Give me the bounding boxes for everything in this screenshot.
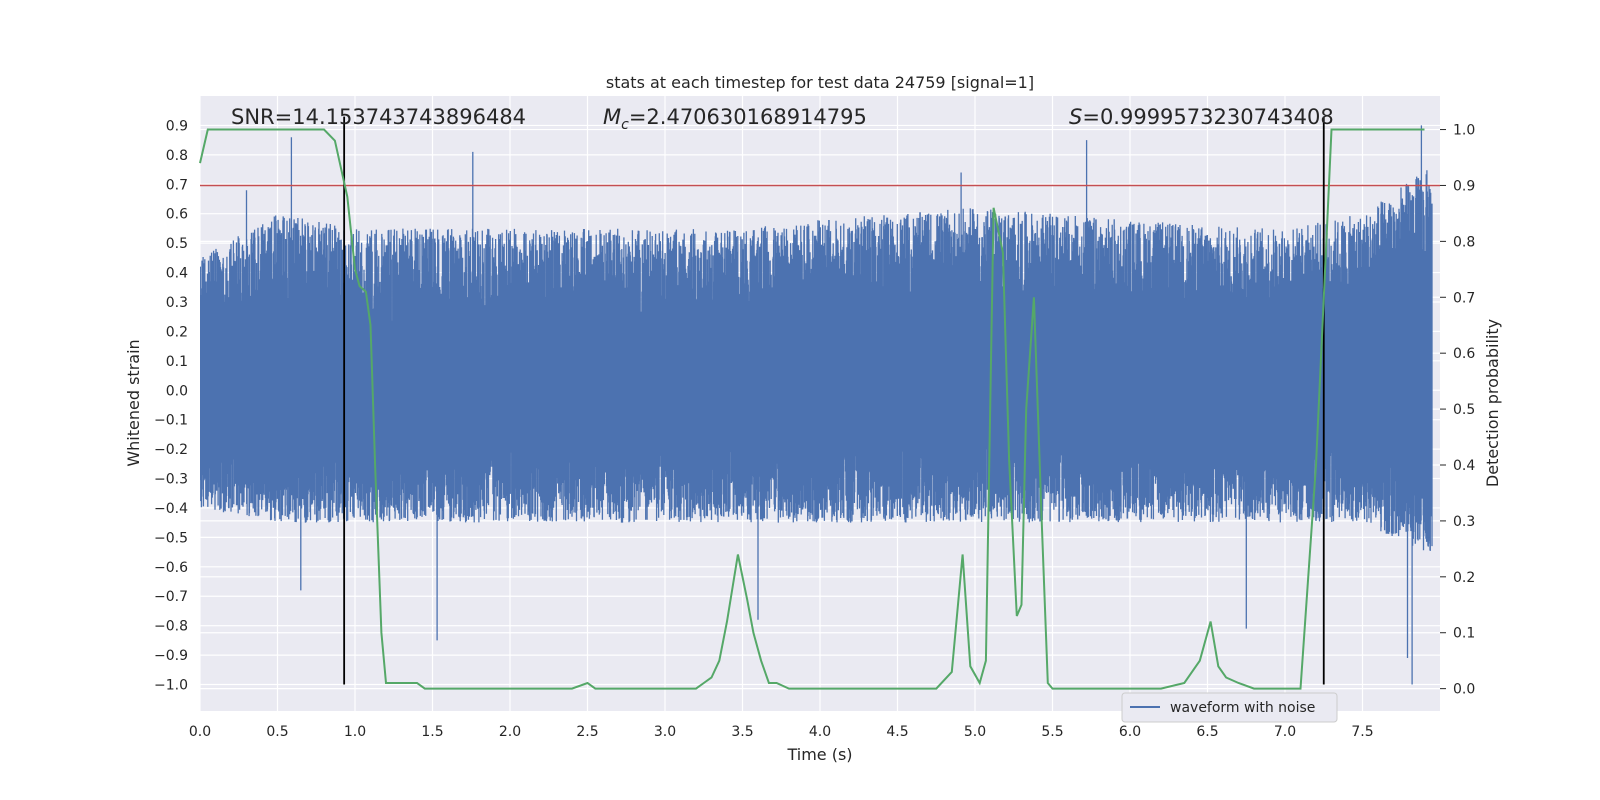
waveform-series (200, 125, 1433, 685)
vertical-markers (343, 116, 1325, 685)
x-tick-label: 5.0 (964, 724, 986, 740)
y-tick-label: 0.2 (166, 324, 188, 340)
y-tick-label: 0.0 (166, 383, 188, 399)
x-tick-label: 4.0 (809, 724, 831, 740)
x-tick-label: 0.5 (266, 724, 288, 740)
y-tick-label: −0.6 (154, 560, 188, 576)
y2-tick-label: 0.7 (1453, 290, 1475, 306)
snr-annotation: SNR=14.153743743896484 (231, 105, 526, 129)
y-tick-label: −0.5 (154, 530, 188, 546)
chirp-mass-value: =2.470630168914795 (629, 105, 867, 129)
x-tick-label: 7.5 (1351, 724, 1373, 740)
chart-title: stats at each timestep for test data 247… (606, 73, 1034, 92)
x-tick-label: 5.5 (1041, 724, 1063, 740)
x-tick-label: 2.5 (576, 724, 598, 740)
y-tick-label: 0.8 (166, 148, 188, 164)
score-value: =0.9999573230743408 (1082, 105, 1333, 129)
x-tick-labels: 0.0 0.5 1.0 1.5 2.0 2.5 3.0 3.5 4.0 4.5 5.0 5.5 6.0 6… (189, 724, 1374, 740)
legend: waveform with noise (1121, 692, 1338, 723)
y-tick-label: 0.4 (166, 266, 188, 282)
y2-tick-label: 0.5 (1453, 402, 1475, 418)
y-tick-label: −0.4 (154, 501, 188, 517)
y2-tick-labels: 1.0 0.9 0.8 0.7 0.6 0.5 0.4 0.3 0.2 0.1 0.0 (1440, 123, 1475, 698)
y-tick-label: 0.9 (166, 118, 188, 134)
x-tick-label: 7.0 (1274, 724, 1296, 740)
y2-tick-label: 0.6 (1453, 346, 1475, 362)
legend-label-waveform: waveform with noise (1170, 700, 1315, 716)
y2-tick-label: 0.4 (1453, 458, 1475, 474)
y2-axis-label: Detection probability (1483, 319, 1502, 487)
y-tick-label: 0.5 (166, 236, 188, 252)
y2-tick-label: 0.9 (1453, 178, 1475, 194)
score-annotation: S=0.9999573230743408 (1069, 105, 1334, 129)
chirp-mass-symbol: M (603, 105, 621, 129)
y-tick-label: 0.3 (166, 295, 188, 311)
legend-box (1121, 692, 1338, 723)
y-tick-label: −0.9 (154, 648, 188, 664)
chirp-mass-subscript: c (621, 117, 629, 133)
x-tick-label: 6.5 (1196, 724, 1218, 740)
y2-tick-label: 1.0 (1453, 123, 1475, 139)
y2-tick-label: 0.1 (1453, 626, 1475, 642)
y2-tick-label: 0.2 (1453, 570, 1475, 586)
waveform-trace (200, 125, 1433, 685)
y-tick-label: −0.2 (154, 442, 188, 458)
x-tick-label: 4.5 (886, 724, 908, 740)
y-tick-label: −0.1 (154, 413, 188, 429)
x-tick-label: 2.0 (499, 724, 521, 740)
y-tick-label: 0.1 (166, 354, 188, 370)
y-tick-label: −0.8 (154, 619, 188, 635)
y-tick-label: 0.6 (166, 207, 188, 223)
score-symbol: S (1069, 105, 1082, 129)
x-tick-label: 3.5 (731, 724, 753, 740)
y2-tick-label: 0.0 (1453, 682, 1475, 698)
x-tick-label: 0.0 (189, 724, 211, 740)
x-tick-label: 3.0 (654, 724, 676, 740)
x-axis-label: Time (s) (786, 745, 852, 764)
x-tick-label: 1.5 (421, 724, 443, 740)
y-tick-labels: 0.9 0.8 0.7 0.6 0.5 0.4 0.3 0.2 0.1 0.0 −0.1 −0.2 −0… (154, 118, 188, 693)
y-tick-label: 0.7 (166, 177, 188, 193)
x-tick-label: 6.0 (1119, 724, 1141, 740)
chirp-mass-annotation: Mc=2.470630168914795 (603, 105, 867, 133)
y2-tick-label: 0.8 (1453, 234, 1475, 250)
detection-probability-line (199, 128, 1425, 690)
y-tick-label: −0.7 (154, 589, 188, 605)
x-tick-label: 1.0 (344, 724, 366, 740)
y-tick-label: −0.3 (154, 472, 188, 488)
y2-tick-label: 0.3 (1453, 514, 1475, 530)
y-axis-label: Whitened strain (124, 339, 143, 466)
y-tick-label: −1.0 (154, 678, 188, 694)
